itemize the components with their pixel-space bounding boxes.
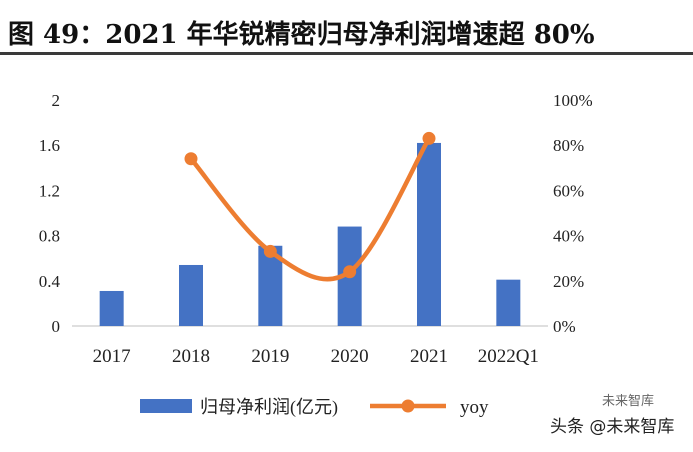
y-right-tick-label: 60% <box>553 181 584 200</box>
x-tick-label: 2019 <box>251 346 289 367</box>
y-right-tick-label: 20% <box>553 272 584 291</box>
y-right-tick-label: 100% <box>553 91 593 110</box>
yoy-point-2018 <box>184 152 198 166</box>
title-divider <box>0 52 693 55</box>
legend-bar-label: 归母净利润(亿元) <box>200 397 338 418</box>
legend-line-marker <box>401 399 415 413</box>
yoy-point-2020 <box>343 265 357 279</box>
x-tick-label: 2018 <box>172 346 210 367</box>
x-tick-label: 2020 <box>331 346 369 367</box>
bar-2018 <box>179 264 203 326</box>
y-left-tick-label: 1.2 <box>39 181 60 200</box>
y-left-tick-label: 0.4 <box>39 272 61 291</box>
yoy-line <box>188 136 432 282</box>
legend-line-label: yoy <box>460 397 489 418</box>
watermark: 头条 @未来智库 未来智库 <box>550 394 675 437</box>
y-left-tick-label: 0.8 <box>39 227 60 246</box>
watermark-text: 头条 @未来智库 <box>550 417 675 437</box>
bar-2017 <box>99 290 124 326</box>
x-tick-label: 2017 <box>93 346 131 367</box>
x-tick-label: 2022Q1 <box>478 346 539 367</box>
y-left-tick-label: 1.6 <box>39 136 60 155</box>
y-right-tick-label: 40% <box>553 227 584 246</box>
yoy-point-2019 <box>263 244 277 258</box>
y-right-tick-label: 0% <box>553 317 576 336</box>
y-left-tick-label: 0 <box>52 317 61 336</box>
bar-2022Q1 <box>496 279 521 326</box>
x-tick-label: 2021 <box>410 346 448 367</box>
y-right-tick-label: 80% <box>553 136 584 155</box>
bar-2021 <box>417 142 441 326</box>
legend-bar-swatch <box>140 399 192 413</box>
y-left-tick-label: 2 <box>52 91 61 110</box>
yoy-point-2021 <box>422 131 436 145</box>
chart: 00.40.81.21.620%20%40%60%80%100%2017 2018… <box>39 91 593 418</box>
watermark-badge: 未来智库 <box>602 394 655 409</box>
chart-title: 图 49：2021 年华锐精密归母净利润增速超 80% <box>8 20 595 50</box>
